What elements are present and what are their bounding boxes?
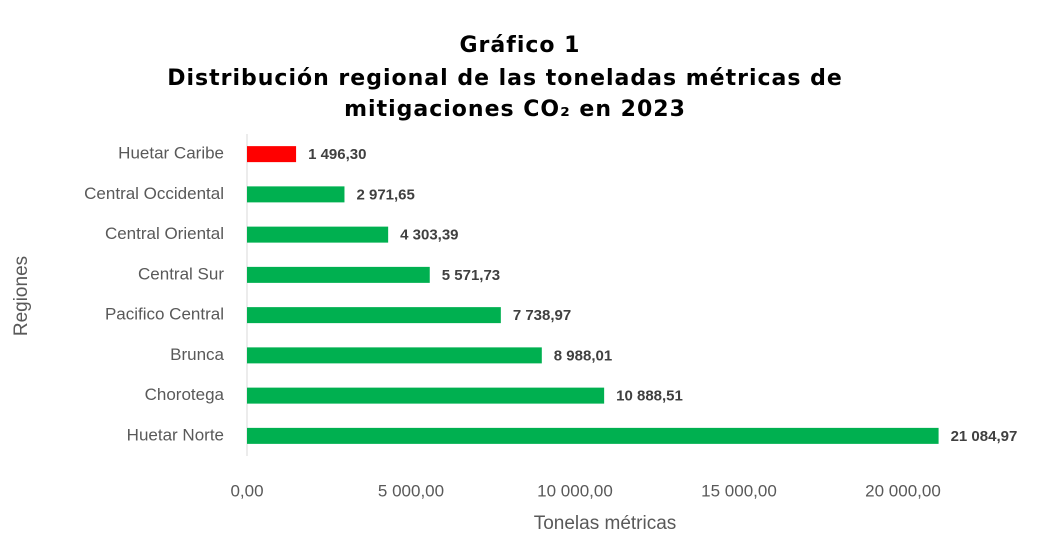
value-label: 21 084,97 xyxy=(951,428,1018,445)
y-tick-label: Brunca xyxy=(170,345,224,364)
x-tick-label: 5 000,00 xyxy=(378,481,444,500)
value-label: 10 888,51 xyxy=(616,388,683,405)
y-tick-label: Central Sur xyxy=(138,264,224,283)
value-label: 7 738,97 xyxy=(513,307,571,324)
y-tick-label: Chorotega xyxy=(145,385,225,404)
value-label: 1 496,30 xyxy=(308,146,366,163)
bar xyxy=(247,387,605,404)
bar xyxy=(247,347,542,364)
x-tick-label: 15 000,00 xyxy=(701,481,777,500)
bar xyxy=(247,427,939,444)
value-label: 2 971,65 xyxy=(356,186,414,203)
chart-title: Gráfico 1 xyxy=(460,33,581,58)
value-label: 4 303,39 xyxy=(400,227,458,244)
x-axis-title: Tonelas métricas xyxy=(534,513,677,534)
value-label: 5 571,73 xyxy=(442,267,500,284)
chart-title: mitigaciones CO₂ en 2023 xyxy=(344,97,686,122)
y-tick-label: Central Occidental xyxy=(84,184,224,203)
bar xyxy=(247,266,430,283)
x-tick-label: 10 000,00 xyxy=(537,481,613,500)
bar xyxy=(247,226,389,243)
x-tick-label: 20 000,00 xyxy=(865,481,941,500)
bar xyxy=(247,307,501,324)
y-tick-label: Huetar Norte xyxy=(127,425,224,444)
value-label: 8 988,01 xyxy=(554,347,612,364)
x-tick-label: 0,00 xyxy=(230,481,263,500)
bar xyxy=(247,146,297,163)
y-tick-label: Pacifico Central xyxy=(105,305,224,324)
y-tick-label: Central Oriental xyxy=(105,224,224,243)
bar xyxy=(247,186,345,203)
chart-title: Distribución regional de las toneladas m… xyxy=(167,66,843,91)
y-tick-label: Huetar Caribe xyxy=(118,144,224,163)
y-axis-title: Regiones xyxy=(11,256,32,336)
